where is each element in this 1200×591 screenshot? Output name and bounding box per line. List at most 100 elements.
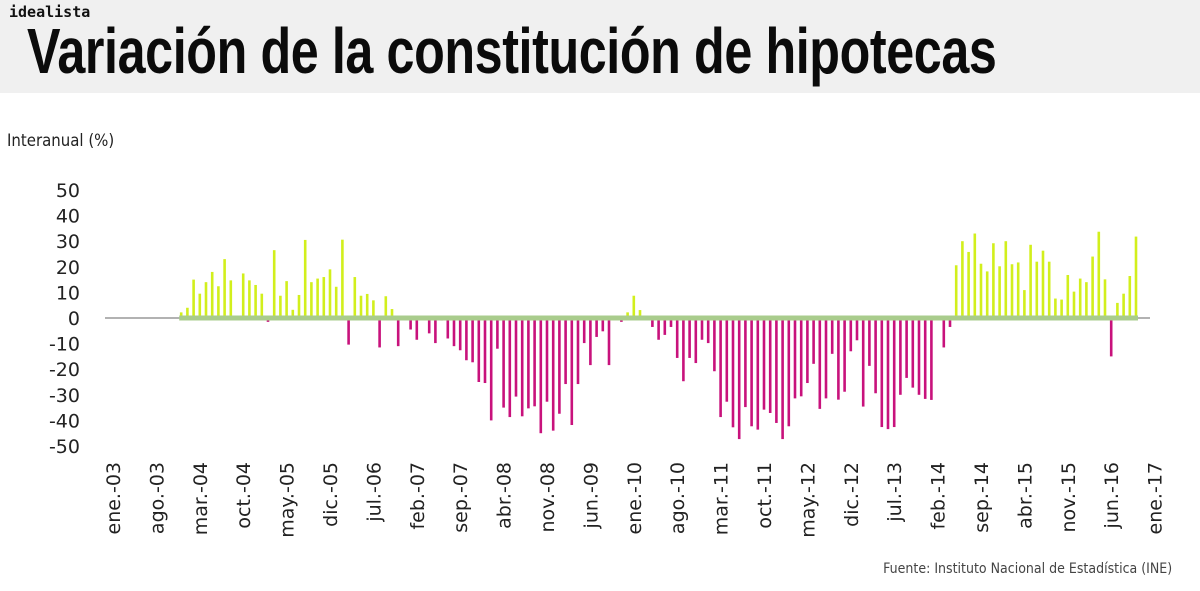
bar-ene.-11 bbox=[706, 320, 710, 344]
bar-sep.-15 bbox=[1054, 298, 1057, 316]
y-tick-label: -40 bbox=[49, 410, 80, 432]
bar-jul.-11 bbox=[744, 320, 747, 408]
bar-ago.-13 bbox=[899, 320, 902, 395]
bar-dic.-03 bbox=[179, 312, 183, 316]
bar-ago.-08 bbox=[527, 320, 530, 409]
chart-title: Variación de la constitución de hipoteca… bbox=[27, 15, 997, 87]
bar-sep.-16 bbox=[1128, 276, 1132, 316]
x-tick-label: sep.-07 bbox=[450, 462, 472, 533]
bar-may.-16 bbox=[1103, 279, 1107, 316]
bar-mar.-09 bbox=[570, 320, 574, 426]
bar-oct.-05 bbox=[316, 278, 319, 316]
bar-abr.-05 bbox=[279, 295, 282, 316]
bar-abr.-08 bbox=[502, 320, 505, 408]
bar-ago.-06 bbox=[378, 320, 381, 348]
bar-sep.-06 bbox=[384, 296, 388, 316]
bar-nov.-05 bbox=[322, 277, 326, 316]
x-tick-label: jun.-16 bbox=[1101, 462, 1123, 529]
x-tick-label: mar.-04 bbox=[190, 462, 212, 535]
bar-jun.-14 bbox=[961, 241, 964, 316]
y-tick-label: 50 bbox=[56, 180, 80, 202]
bar-abr.-16 bbox=[1097, 231, 1101, 316]
bar-ago.-12 bbox=[824, 320, 828, 399]
x-tick-label: jul.-13 bbox=[884, 462, 906, 523]
bar-jun.-04 bbox=[217, 286, 220, 316]
bar-ene.-06 bbox=[334, 286, 338, 316]
bar-nov.-06 bbox=[396, 320, 400, 347]
x-tick-label: may.-05 bbox=[277, 462, 299, 538]
bars bbox=[105, 231, 1150, 440]
bar-oct.-15 bbox=[1060, 299, 1063, 316]
bar-ago.-07 bbox=[452, 320, 456, 347]
bar-mar.-16 bbox=[1091, 256, 1094, 316]
x-tick-label: may.-12 bbox=[797, 462, 819, 538]
bar-may.-04 bbox=[210, 271, 214, 316]
x-tick-labels: ene.-03 ago.-03 mar.-04 oct.-04 may.-05 dic.-… bbox=[103, 462, 1167, 538]
x-tick-label: dic.-05 bbox=[320, 462, 342, 527]
bar-ene.-13 bbox=[855, 320, 859, 341]
bar-ene.-08 bbox=[483, 320, 487, 384]
bar-abr.-09 bbox=[576, 320, 580, 385]
bar-may.-13 bbox=[880, 320, 884, 428]
x-tick-label: abr.-15 bbox=[1014, 462, 1036, 529]
bar-jul.-15 bbox=[1041, 250, 1045, 316]
bar-may.-14 bbox=[954, 265, 958, 316]
bar-abr.-06 bbox=[353, 277, 357, 316]
bar-dic.-07 bbox=[477, 320, 481, 382]
bar-sep.-10 bbox=[682, 320, 685, 382]
bar-oct.-07 bbox=[465, 320, 468, 361]
bar-may.-09 bbox=[582, 320, 586, 344]
bar-jul.-10 bbox=[669, 320, 673, 327]
bar-jun.-13 bbox=[886, 320, 890, 430]
bar-ene.-04 bbox=[186, 307, 189, 316]
bar-may.-07 bbox=[434, 320, 437, 344]
bar-mar.-04 bbox=[198, 293, 202, 316]
x-tick-label: ene.-10 bbox=[624, 462, 646, 535]
bar-oct.-04 bbox=[241, 273, 245, 316]
bar-sep.-07 bbox=[458, 320, 462, 351]
bar-mar.-15 bbox=[1016, 262, 1020, 316]
bar-mar.-05 bbox=[272, 250, 276, 316]
y-tick-label: 30 bbox=[56, 231, 80, 253]
bar-sep.-13 bbox=[905, 320, 908, 378]
bar-dic.-04 bbox=[254, 284, 257, 316]
bar-ago.-05 bbox=[303, 239, 307, 316]
bar-dic.-13 bbox=[923, 320, 927, 399]
bar-feb.-12 bbox=[787, 320, 791, 427]
bar-abr.-15 bbox=[1023, 290, 1026, 316]
brand-logo: idealista bbox=[9, 3, 91, 21]
bar-jul.-07 bbox=[446, 320, 450, 339]
bar-ago.-14 bbox=[973, 233, 977, 316]
bar-nov.-12 bbox=[843, 320, 846, 392]
bar-jul.-13 bbox=[892, 320, 896, 428]
bar-dic.-10 bbox=[700, 320, 704, 340]
bar-mar.-13 bbox=[868, 320, 871, 366]
bar-nov.-04 bbox=[248, 280, 251, 316]
bar-jun.-11 bbox=[737, 320, 741, 440]
bar-dic.-14 bbox=[998, 266, 1001, 316]
bar-abr.-04 bbox=[204, 282, 208, 316]
bar-feb.-15 bbox=[1010, 264, 1014, 316]
y-axis-label: Interanual (%) bbox=[7, 131, 115, 151]
bar-jul.-06 bbox=[372, 300, 375, 316]
bar-mar.-08 bbox=[496, 320, 499, 349]
bar-jun.-15 bbox=[1035, 261, 1039, 316]
bar-feb.-16 bbox=[1085, 282, 1088, 316]
bar-ago.-10 bbox=[675, 320, 679, 358]
y-tick-label: -10 bbox=[49, 334, 80, 356]
bar-ene.-07 bbox=[409, 320, 412, 330]
bar-jun.-12 bbox=[812, 320, 815, 364]
bar-jul.-05 bbox=[297, 294, 301, 316]
y-tick-label: 0 bbox=[68, 308, 80, 330]
x-tick-label: nov.-08 bbox=[537, 462, 559, 533]
bar-sep.-11 bbox=[756, 320, 760, 430]
bar-jul.-14 bbox=[967, 251, 970, 316]
bar-ene.-12 bbox=[781, 320, 784, 440]
bar-nov.-08 bbox=[545, 320, 549, 402]
x-tick-label: dic.-12 bbox=[841, 462, 863, 527]
bar-oct.-11 bbox=[762, 320, 766, 410]
bar-ago.-09 bbox=[601, 320, 605, 332]
bar-mar.-12 bbox=[793, 320, 797, 399]
bar-nov.-07 bbox=[471, 320, 474, 363]
header-band: idealista Variación de la constitución d… bbox=[0, 0, 1200, 93]
